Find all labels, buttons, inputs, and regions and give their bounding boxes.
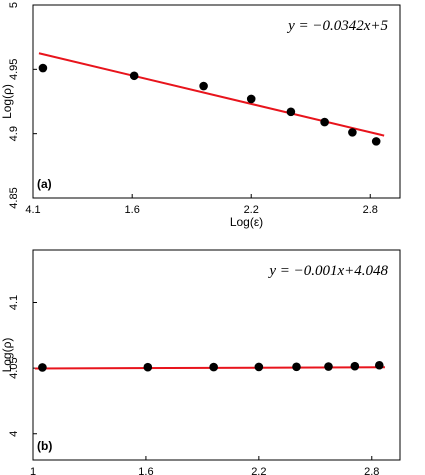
panel-a: 4.85 4.9 4.95 5 1.6 2.2 2.8 4.1 Log(ε) Log(ρ) y = … (0, 2, 401, 229)
x-axis-label: Log(ε) (230, 215, 263, 229)
data-point (129, 71, 139, 81)
y-tick-label: 4.95 (8, 59, 20, 80)
data-point (292, 362, 301, 372)
y-tick-label: 4.1 (8, 295, 20, 310)
x-tick-label: 1.6 (125, 204, 140, 216)
data-point (348, 128, 357, 137)
data-point (374, 360, 384, 370)
fit-line (38, 52, 385, 137)
data-point (324, 362, 333, 371)
y-tick-label: 4.85 (8, 187, 20, 208)
data-point (209, 362, 218, 372)
panel-label: (a) (37, 177, 52, 191)
y-tick-label: 4.9 (8, 126, 20, 141)
x-tick-label: 2.2 (244, 204, 259, 216)
x-tick-label: 2.8 (364, 466, 379, 475)
data-point (320, 117, 329, 127)
y-tick-label: 4.05 (8, 357, 20, 378)
data-point (246, 94, 256, 104)
x-tick-label: 1 (30, 466, 36, 475)
x-origin-label: 4.1 (25, 204, 40, 216)
y-tick-label: 5 (8, 2, 20, 8)
x-tick-label: 2.8 (363, 204, 378, 216)
data-point (199, 81, 208, 91)
fit-equation: y = −0.001x+4.048 (267, 263, 388, 279)
y-tick-label: 4 (8, 431, 20, 437)
panel-label: (b) (37, 439, 52, 453)
y-axis-label: Log(ρ) (0, 338, 14, 373)
data-point (143, 362, 153, 372)
data-point (286, 107, 296, 117)
x-tick-label: 1.6 (138, 466, 153, 475)
data-point (350, 361, 360, 371)
data-point (254, 362, 264, 372)
plot-frame (32, 4, 401, 199)
y-axis-label: Log(ρ) (0, 84, 14, 119)
data-point (371, 137, 381, 146)
data-point (38, 63, 48, 73)
x-tick-label: 2.2 (251, 466, 266, 475)
plot-frame (32, 249, 401, 461)
fit-equation: y = −0.0342x+5 (286, 18, 388, 34)
data-point (38, 363, 47, 372)
